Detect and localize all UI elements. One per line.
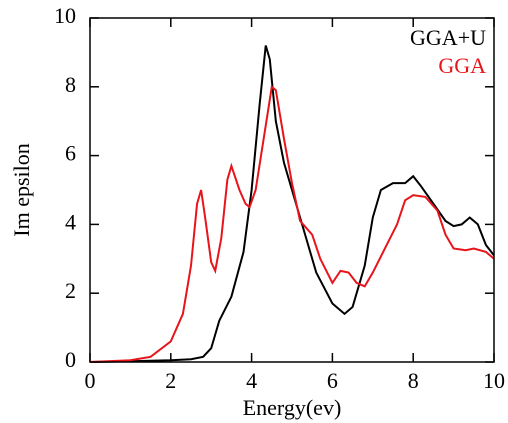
legend-label: GGA+U bbox=[410, 25, 486, 50]
y-tick-label: 4 bbox=[65, 209, 76, 234]
y-tick-label: 8 bbox=[65, 72, 76, 97]
data-line bbox=[89, 84, 495, 363]
y-tick-label: 2 bbox=[65, 278, 76, 303]
plot-frame bbox=[89, 17, 495, 363]
x-tick-label: 2 bbox=[165, 368, 176, 393]
x-axis-label: Energy(ev) bbox=[243, 395, 342, 420]
y-tick-label: 6 bbox=[65, 141, 76, 166]
x-tick-label: 10 bbox=[483, 368, 505, 393]
legend-label: GGA bbox=[438, 53, 486, 78]
x-tick-label: 4 bbox=[246, 368, 257, 393]
y-tick-label: 0 bbox=[65, 347, 76, 372]
y-tick-label: 10 bbox=[54, 3, 76, 28]
x-tick-label: 0 bbox=[85, 368, 96, 393]
data-line bbox=[89, 45, 495, 363]
x-tick-label: 6 bbox=[327, 368, 338, 393]
y-axis-label: Im epsilon bbox=[9, 143, 34, 237]
x-tick-label: 8 bbox=[408, 368, 419, 393]
